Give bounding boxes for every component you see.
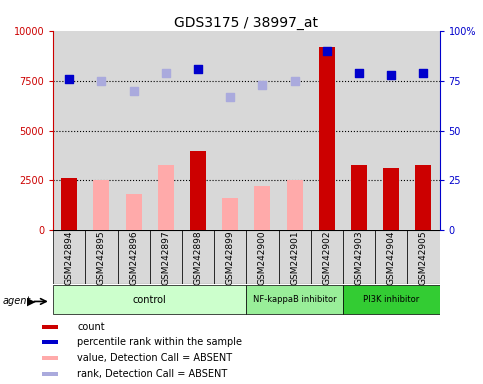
Bar bbox=[53, 285, 246, 314]
Text: rank, Detection Call = ABSENT: rank, Detection Call = ABSENT bbox=[77, 369, 227, 379]
Text: GSM242898: GSM242898 bbox=[194, 230, 202, 285]
Text: count: count bbox=[77, 321, 105, 331]
Bar bbox=[85, 230, 117, 284]
Bar bbox=[222, 199, 238, 230]
Point bbox=[291, 78, 298, 84]
Point bbox=[355, 70, 363, 76]
Text: GSM242896: GSM242896 bbox=[129, 230, 138, 285]
Bar bbox=[246, 285, 343, 314]
Point bbox=[420, 70, 427, 76]
Text: GSM242900: GSM242900 bbox=[258, 230, 267, 285]
Bar bbox=[182, 31, 214, 230]
Bar bbox=[415, 164, 431, 230]
Text: ▶: ▶ bbox=[27, 296, 35, 306]
Bar bbox=[53, 31, 85, 230]
Point bbox=[258, 81, 266, 88]
Point bbox=[387, 71, 395, 78]
Bar bbox=[343, 230, 375, 284]
Text: PI3K inhibitor: PI3K inhibitor bbox=[363, 295, 419, 304]
Bar bbox=[190, 151, 206, 230]
Point bbox=[227, 94, 234, 100]
Text: GSM242894: GSM242894 bbox=[65, 230, 74, 285]
Bar bbox=[126, 194, 142, 230]
Bar bbox=[351, 164, 367, 230]
Text: value, Detection Call = ABSENT: value, Detection Call = ABSENT bbox=[77, 353, 233, 363]
Point bbox=[323, 48, 331, 54]
Bar bbox=[286, 180, 303, 230]
Text: percentile rank within the sample: percentile rank within the sample bbox=[77, 337, 242, 347]
Bar bbox=[117, 230, 150, 284]
Bar bbox=[150, 31, 182, 230]
Text: agent: agent bbox=[2, 296, 30, 306]
Bar bbox=[85, 31, 117, 230]
Bar bbox=[407, 31, 440, 230]
Bar bbox=[158, 164, 174, 230]
Text: GSM242901: GSM242901 bbox=[290, 230, 299, 285]
Title: GDS3175 / 38997_at: GDS3175 / 38997_at bbox=[174, 16, 318, 30]
Bar bbox=[255, 187, 270, 230]
Bar bbox=[343, 285, 440, 314]
Text: control: control bbox=[133, 295, 167, 305]
Bar bbox=[117, 31, 150, 230]
Point bbox=[162, 70, 170, 76]
Bar bbox=[246, 31, 279, 230]
Bar bbox=[42, 340, 58, 344]
Bar bbox=[279, 230, 311, 284]
Text: GSM242899: GSM242899 bbox=[226, 230, 235, 285]
Text: GSM242904: GSM242904 bbox=[387, 230, 396, 285]
Bar bbox=[319, 47, 335, 230]
Bar bbox=[311, 31, 343, 230]
Bar bbox=[214, 31, 246, 230]
Bar bbox=[61, 179, 77, 230]
Bar bbox=[42, 372, 58, 376]
Point bbox=[194, 66, 202, 72]
Bar bbox=[246, 230, 279, 284]
Text: GSM242905: GSM242905 bbox=[419, 230, 428, 285]
Text: GSM242895: GSM242895 bbox=[97, 230, 106, 285]
Bar bbox=[343, 31, 375, 230]
Point bbox=[98, 78, 105, 84]
Text: GSM242902: GSM242902 bbox=[322, 230, 331, 285]
Text: NF-kappaB inhibitor: NF-kappaB inhibitor bbox=[253, 295, 337, 304]
Bar bbox=[53, 230, 85, 284]
Bar bbox=[182, 230, 214, 284]
Bar bbox=[375, 230, 407, 284]
Bar bbox=[42, 324, 58, 329]
Bar bbox=[93, 180, 110, 230]
Bar bbox=[407, 230, 440, 284]
Bar bbox=[383, 169, 399, 230]
Bar bbox=[279, 31, 311, 230]
Text: GSM242897: GSM242897 bbox=[161, 230, 170, 285]
Text: GSM242903: GSM242903 bbox=[355, 230, 364, 285]
Bar bbox=[42, 356, 58, 360]
Bar bbox=[214, 230, 246, 284]
Bar bbox=[311, 230, 343, 284]
Bar bbox=[150, 230, 182, 284]
Point bbox=[130, 88, 138, 94]
Point bbox=[65, 76, 73, 82]
Bar bbox=[375, 31, 407, 230]
